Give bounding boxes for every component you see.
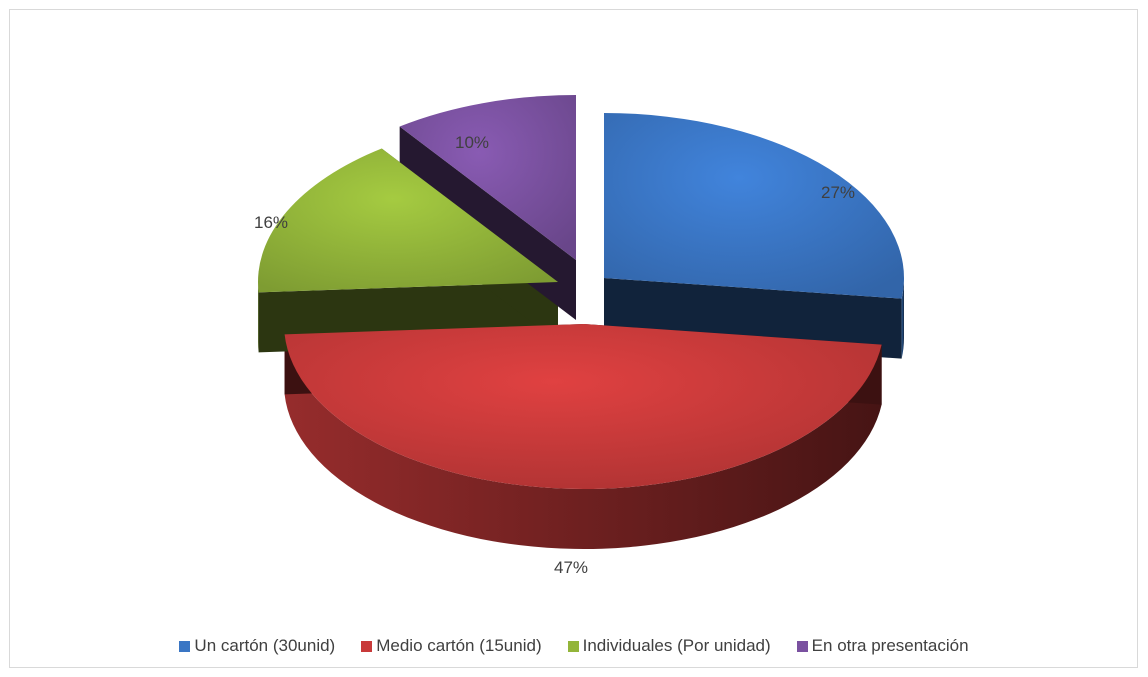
legend-swatch-1: [361, 640, 373, 652]
legend-label-2: Individuales (Por unidad): [582, 636, 771, 655]
pie-slice-side-1: [284, 334, 882, 550]
data-label-0: 27%: [821, 183, 855, 202]
legend-item-3[interactable]: En otra presentación: [796, 636, 969, 656]
legend-item-1[interactable]: Medio cartón (15unid): [361, 636, 542, 656]
pie-slice-0[interactable]: [604, 113, 904, 299]
data-label-2: 16%: [254, 213, 288, 232]
pie-slice-3[interactable]: [399, 95, 576, 260]
pie-slice-2[interactable]: [258, 148, 558, 293]
legend-label-1: Medio cartón (15unid): [376, 636, 542, 655]
legend-swatch-0: [179, 640, 191, 652]
legend-swatch-2: [567, 640, 579, 652]
legend-item-0[interactable]: Un cartón (30unid): [179, 636, 335, 656]
pie-slice-side-0: [901, 278, 904, 359]
legend-label-0: Un cartón (30unid): [194, 636, 336, 655]
legend-label-3: En otra presentación: [811, 636, 969, 655]
pie-slice-side-2: [258, 282, 259, 353]
legend-swatch-3: [796, 640, 808, 652]
legend-item-2[interactable]: Individuales (Por unidad): [567, 636, 771, 656]
data-label-1: 47%: [554, 558, 588, 577]
pie-slice-1[interactable]: [284, 324, 882, 490]
legend: Un cartón (30unid) Medio cartón (15unid) I…: [0, 636, 1148, 656]
data-label-3: 10%: [455, 133, 489, 152]
